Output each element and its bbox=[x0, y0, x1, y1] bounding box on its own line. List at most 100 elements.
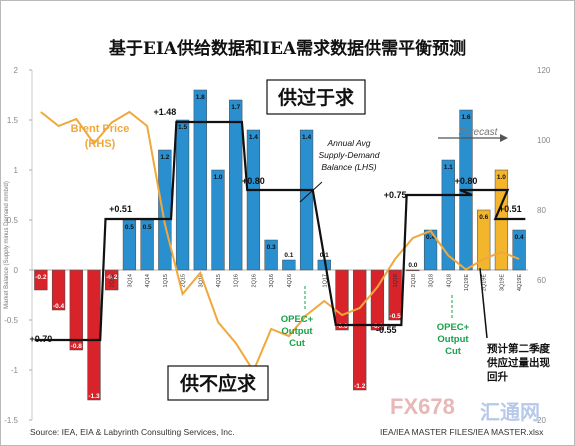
bar-value-label: -0.2 bbox=[106, 274, 118, 281]
bar-value-label: 0.5 bbox=[143, 224, 152, 231]
x-tick-label: 4Q18 bbox=[446, 274, 452, 287]
deficit-box-label: 供不应求 bbox=[179, 372, 257, 395]
bar-value-label: 0.6 bbox=[479, 214, 488, 221]
balance-annotation: +0.80 bbox=[455, 176, 478, 186]
y-left-tick-label: 1 bbox=[14, 166, 19, 175]
opec-cut-label-1: Output bbox=[281, 326, 313, 337]
bar-value-label: 1.6 bbox=[461, 114, 470, 121]
balance-label-line: Balance (LHS) bbox=[321, 162, 376, 172]
bar-3Q17 bbox=[353, 269, 367, 391]
x-tick-label: 2Q16 bbox=[251, 274, 257, 287]
bar-value-label: 1.0 bbox=[213, 174, 222, 181]
chart-title: 基于EIA供给数据和IEA需求数据供需平衡预测 bbox=[108, 39, 467, 59]
opec-cut-label-2: OPEC+ bbox=[437, 322, 470, 333]
bar-value-label: 0.3 bbox=[267, 244, 276, 251]
x-tick-label: 4Q14 bbox=[145, 274, 151, 287]
surplus-box-label: 供过于求 bbox=[277, 86, 355, 109]
y-right-tick-label: 20 bbox=[537, 416, 546, 425]
forecast-label: Forecast bbox=[459, 127, 499, 138]
bar-value-label: -0.4 bbox=[53, 303, 65, 310]
y-right-tick-label: 40 bbox=[537, 346, 546, 355]
balance-annotation: +0.80 bbox=[242, 176, 265, 186]
x-tick-label: 2Q18 bbox=[411, 274, 417, 287]
bar-3Q16 bbox=[282, 259, 296, 271]
balance-label-pointer bbox=[299, 181, 323, 203]
x-tick-label: 1Q17 bbox=[322, 274, 328, 287]
y-left-tick-label: 1.5 bbox=[7, 116, 19, 125]
bar-1Q16 bbox=[246, 129, 261, 271]
watermark-cn: 汇通网 bbox=[480, 402, 540, 424]
y-left-axis-label: Market Balance (Supply minus Demand mmb/… bbox=[4, 181, 10, 309]
deficit-box-label-box bbox=[167, 365, 269, 401]
bar-value-label: 0.0 bbox=[408, 262, 417, 269]
x-tick-label: 4Q16 bbox=[287, 274, 293, 287]
x-tick-label: 3Q16 bbox=[269, 274, 275, 287]
x-tick-label: 2Q15 bbox=[181, 274, 187, 287]
balance-annotation: +1.48 bbox=[153, 107, 176, 117]
x-tick-label: 1Q15 bbox=[163, 274, 169, 287]
x-tick-label: 4Q15 bbox=[216, 274, 222, 287]
balance-annotation: +0.51 bbox=[499, 204, 522, 214]
bar-value-label: 0.4 bbox=[515, 234, 524, 241]
y-left-tick-label: 0 bbox=[14, 266, 19, 275]
balance-label-line: Annual Avg bbox=[326, 138, 370, 148]
bar-value-label: 1.0 bbox=[497, 174, 506, 181]
bar-value-label: -0.5 bbox=[390, 313, 402, 320]
bar-value-label: -1.2 bbox=[354, 383, 366, 390]
y-right-tick-label: 100 bbox=[537, 136, 551, 145]
y-right-tick-label: 120 bbox=[537, 66, 551, 75]
bar-4Q14 bbox=[158, 149, 172, 271]
x-tick-label: 4Q19E bbox=[517, 274, 523, 291]
bar-value-label: -0.6 bbox=[336, 323, 348, 330]
bar-value-label: 1.2 bbox=[160, 154, 169, 161]
y-right-tick-label: 60 bbox=[537, 276, 546, 285]
brent-price-line bbox=[40, 110, 520, 374]
bar-value-label: 1.8 bbox=[196, 94, 205, 101]
balance-annotation: +0.70 bbox=[29, 334, 52, 344]
forecast-arrow-head bbox=[500, 134, 508, 142]
y-left-tick-label: 2 bbox=[14, 66, 19, 75]
file-note: IEA/IEA MASTER FILES/IEA MASTER.xlsx bbox=[380, 427, 544, 437]
forecast-note-line: 预计第二季度 bbox=[487, 342, 550, 355]
bar-value-label: -1.3 bbox=[88, 393, 100, 400]
bar-value-label: 1.1 bbox=[444, 164, 453, 171]
x-tick-label: 3Q14 bbox=[127, 274, 133, 287]
x-tick-label: 3Q18 bbox=[429, 274, 435, 287]
y-left-tick-label: -1.5 bbox=[4, 416, 18, 425]
x-tick-label: 3Q15 bbox=[198, 274, 204, 287]
bar-value-label: -0.2 bbox=[35, 274, 47, 281]
bar-4Q15 bbox=[229, 99, 243, 271]
watermark-brand: FX678 bbox=[390, 394, 455, 419]
x-tick-label: 1Q19E bbox=[464, 274, 470, 291]
opec-cut-label-2: Cut bbox=[445, 346, 462, 357]
x-tick-label: 2Q19E bbox=[482, 274, 488, 291]
balance-annotation: -0.55 bbox=[376, 325, 397, 335]
source-note: Source: IEA, EIA & Labyrinth Consulting … bbox=[30, 427, 235, 437]
balance-annotation: +0.75 bbox=[384, 190, 407, 200]
opec-cut-label-2: Output bbox=[437, 334, 469, 345]
x-tick-label: 2Q14 bbox=[110, 274, 116, 287]
bar-4Q13 bbox=[87, 269, 101, 401]
y-left-tick-label: 0.5 bbox=[7, 216, 19, 225]
y-left-tick-label: -0.5 bbox=[4, 316, 18, 325]
bar-1Q15 bbox=[175, 119, 190, 271]
balance-label-line: Supply-Demand bbox=[319, 150, 380, 160]
x-tick-label: 1Q18 bbox=[393, 274, 399, 287]
bar-value-label: -0.6 bbox=[372, 323, 384, 330]
x-tick-label: 3Q19E bbox=[499, 274, 505, 291]
surplus-box-label-box bbox=[266, 79, 366, 115]
balance-step-line bbox=[34, 120, 526, 342]
bar-value-label: -0.8 bbox=[71, 343, 83, 350]
y-right-tick-label: 80 bbox=[537, 206, 546, 215]
brent-axis-label: (RHS) bbox=[85, 138, 116, 150]
bar-2Q17 bbox=[335, 269, 349, 331]
bar-3Q13 bbox=[69, 269, 83, 351]
bar-value-label: 1.4 bbox=[302, 134, 311, 141]
bar-2Q15 bbox=[193, 89, 207, 271]
bar-value-label: 1.7 bbox=[231, 104, 240, 111]
brent-label: Brent Price bbox=[71, 123, 130, 135]
bar-value-label: 0.5 bbox=[125, 224, 134, 231]
y-left-tick-label: -1 bbox=[11, 366, 19, 375]
bar-3Q15 bbox=[211, 169, 225, 271]
